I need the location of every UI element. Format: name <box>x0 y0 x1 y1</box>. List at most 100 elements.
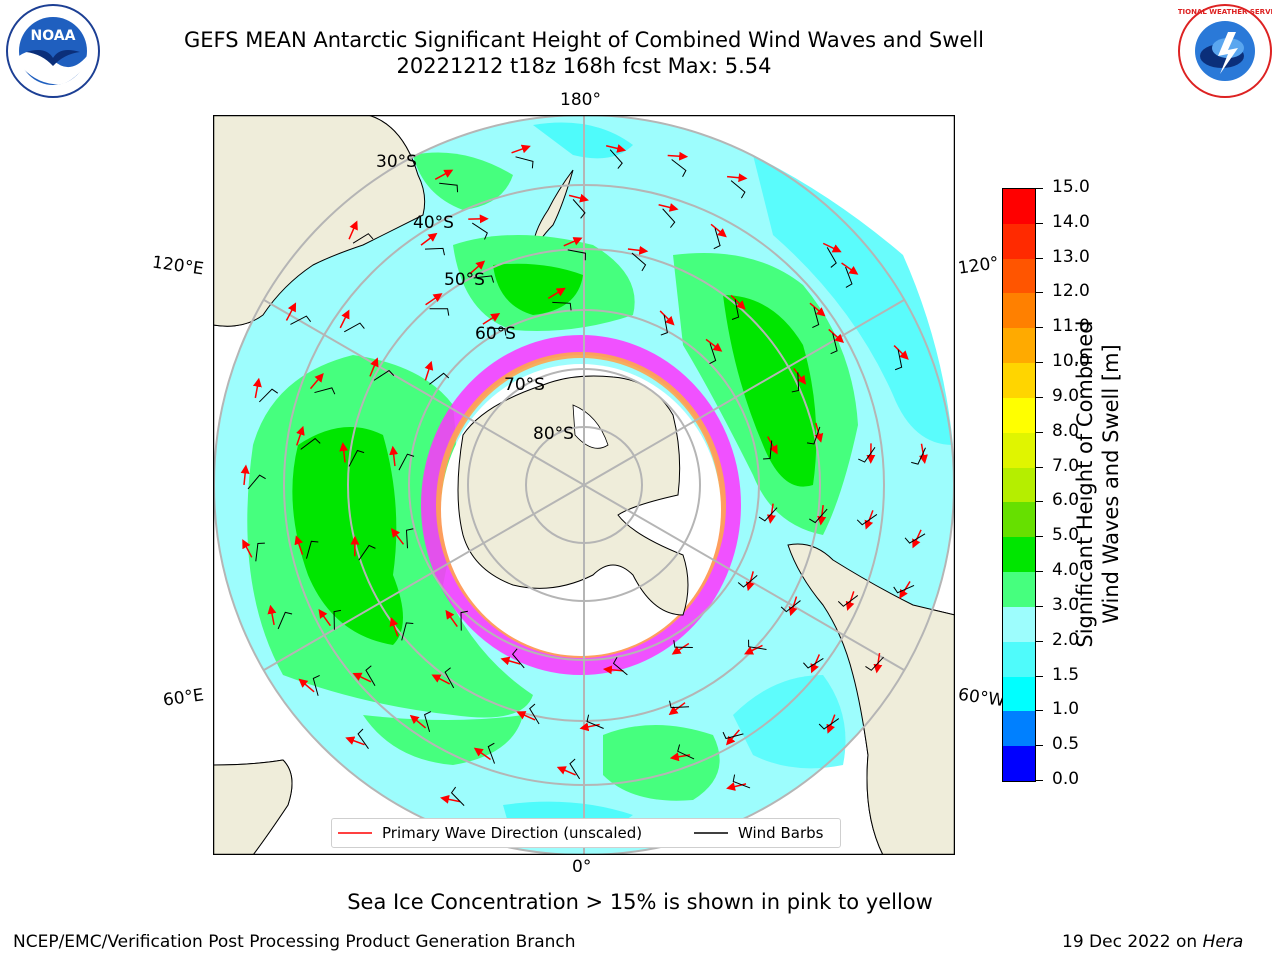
colorbar-segment <box>1003 467 1035 503</box>
wind-barb <box>312 675 320 696</box>
colorbar-segment <box>1003 432 1035 469</box>
colorbar-segment <box>1003 537 1035 573</box>
wave-direction-arrow <box>809 302 826 317</box>
wave-direction-arrow <box>369 357 379 377</box>
sea-ice-edge <box>421 335 741 675</box>
wind-barb <box>429 372 450 385</box>
wind-barb <box>486 327 507 336</box>
wave-direction-arrow <box>242 539 253 558</box>
wave-direction-arrow <box>252 377 262 399</box>
wave-direction-arrow <box>482 313 501 325</box>
colorbar-tick-mark <box>1035 188 1043 189</box>
wave-direction-arrow <box>285 302 297 321</box>
colorbar-tick-label: 1.5 <box>1052 664 1080 685</box>
land-antarctica <box>457 375 689 616</box>
colorbar-tick-label: 9.0 <box>1052 385 1080 406</box>
wind-barb <box>333 609 342 630</box>
wind-barb <box>803 658 824 669</box>
wind-barb <box>904 533 926 544</box>
colorbar-tick-mark <box>1035 710 1043 712</box>
wave-direction-arrow <box>659 310 675 326</box>
wind-barb <box>791 372 800 393</box>
wave-direction-arrow <box>516 711 536 721</box>
wave-direction-arrow <box>318 608 332 627</box>
wave-direction-arrow <box>434 169 454 180</box>
colorbar-tick-label: 13.0 <box>1052 246 1090 267</box>
wind-barb <box>373 369 395 381</box>
colorbar-segment <box>1003 363 1035 399</box>
wave-direction-arrow <box>298 678 315 693</box>
wave-direction-arrow <box>348 220 358 240</box>
wind-barb <box>660 314 668 336</box>
wave-direction-arrow <box>845 591 855 611</box>
wind-barb <box>450 786 465 806</box>
colorbar-segment <box>1003 293 1035 329</box>
wave-direction-arrow <box>389 445 399 467</box>
colorbar-tick-label: 1.0 <box>1052 699 1080 720</box>
colorbar-tick-mark <box>1035 362 1043 364</box>
wave-direction-arrow <box>710 223 727 238</box>
wave-direction-arrow <box>873 652 883 674</box>
wave-direction-arrow <box>658 203 679 212</box>
colorbar-segment <box>1003 189 1035 225</box>
wave-direction-arrow <box>893 345 909 360</box>
wind-barb <box>830 333 838 355</box>
wind-barb <box>357 728 369 749</box>
wave-direction-arrow <box>826 714 836 734</box>
wind-barb <box>758 507 778 522</box>
wind-barb <box>424 711 432 733</box>
wave-direction-arrow <box>409 714 427 729</box>
wind-barb <box>511 648 525 669</box>
wind-barb <box>515 156 534 169</box>
land-far-corner <box>853 115 955 175</box>
wind-barb <box>858 447 876 463</box>
colorbar-segment <box>1003 328 1035 364</box>
wave-direction-arrow <box>440 794 461 804</box>
wave-direction-arrow <box>469 260 486 275</box>
wind-barb <box>306 540 319 559</box>
wind-barb <box>748 639 767 650</box>
wind-barb <box>429 308 450 316</box>
wind-barb <box>255 542 265 562</box>
colorbar-tick-mark <box>1035 327 1043 329</box>
legend-wave-line <box>338 832 372 834</box>
wind-barb <box>709 343 717 365</box>
colorbar-tick-label: 11.0 <box>1052 316 1090 337</box>
colorbar-tick-label: 15.0 <box>1052 177 1090 197</box>
wave-direction-arrow <box>568 193 589 203</box>
wind-barbs <box>247 149 926 806</box>
wind-barb <box>567 249 586 261</box>
wave-direction-arrow <box>730 294 746 310</box>
colorbar-tick-label: 0.5 <box>1052 734 1080 755</box>
wind-barb <box>812 307 820 328</box>
lat-label-30s: 30°S <box>376 152 417 172</box>
colorbar-tick-mark <box>1035 571 1043 573</box>
wave-direction-arrow <box>431 674 451 685</box>
wave-direction-arrow <box>602 665 624 675</box>
wave-direction-arrow <box>547 287 566 300</box>
wave-direction-arrow <box>766 503 776 524</box>
wave-direction-arrow <box>817 505 827 526</box>
wind-barb <box>737 574 758 588</box>
wind-barb <box>845 266 853 288</box>
colorbar-tick-label: 7.0 <box>1052 455 1080 476</box>
wave-direction-arrow <box>705 338 723 352</box>
wave-direction-arrow <box>912 529 922 549</box>
chart-subtitle-forecast: 20221212 t18z 168h fcst Max: 5.54 <box>396 54 772 78</box>
svg-text:NATIONAL WEATHER SERVICE: NATIONAL WEATHER SERVICE <box>1178 8 1272 16</box>
wind-barb <box>818 718 840 730</box>
colorbar-tick-mark <box>1035 257 1043 259</box>
wind-barb <box>247 474 266 490</box>
wave-direction-arrow <box>744 644 763 655</box>
wave-direction-arrow <box>473 747 491 761</box>
wind-barb <box>401 622 414 641</box>
svg-text:NOAA: NOAA <box>31 28 76 44</box>
wave-direction-arrow <box>296 425 305 446</box>
colorbar-tick-mark <box>1035 605 1043 607</box>
colorbar-tick-label: 14.0 <box>1052 211 1090 232</box>
wind-barb <box>722 731 744 740</box>
colorbar-tick-mark <box>1035 501 1043 503</box>
wave-direction-arrow <box>864 510 874 530</box>
wave-direction-arrow <box>309 372 324 390</box>
wind-barb <box>277 611 293 630</box>
